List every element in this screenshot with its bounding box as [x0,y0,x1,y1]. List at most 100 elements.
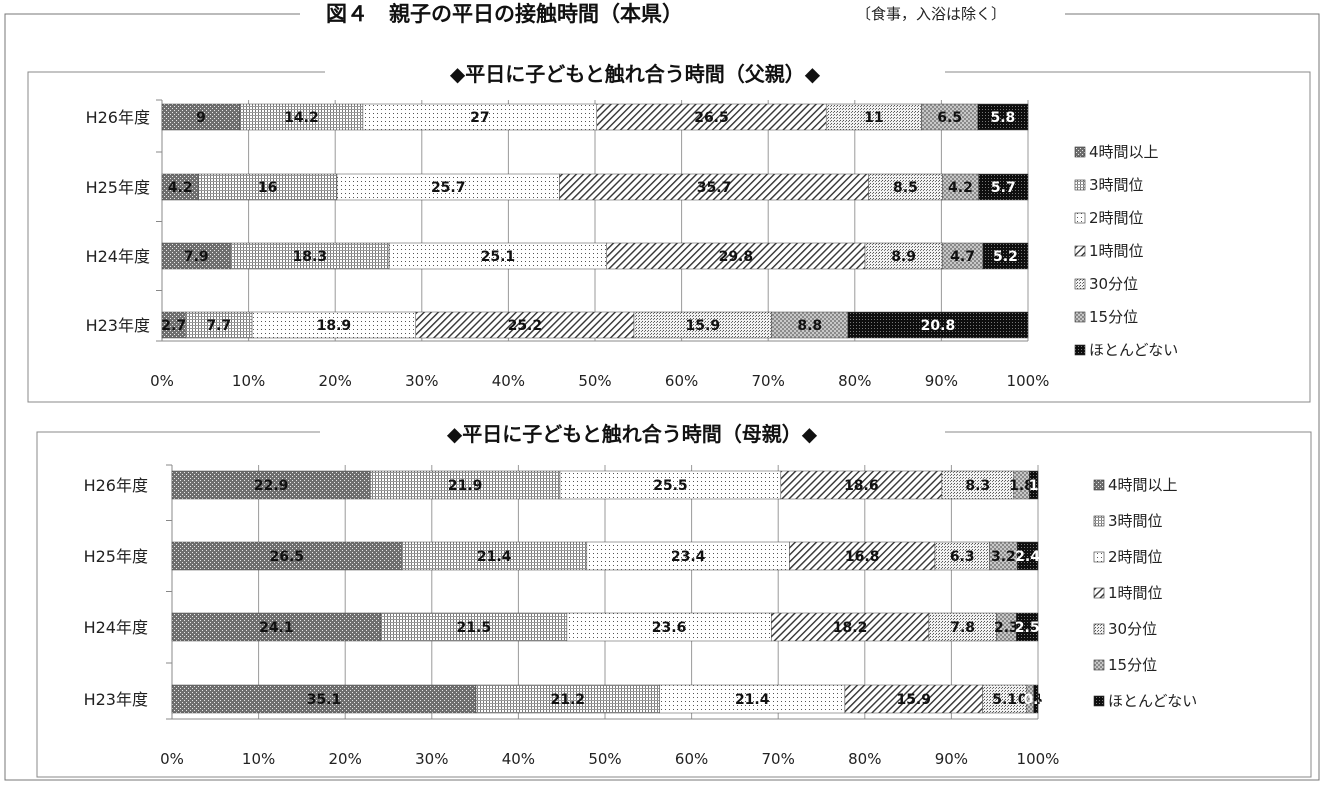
mother-legend-swatch [1093,479,1105,491]
father-bar-segment [336,173,560,201]
father-data-label: 7.7 [206,318,231,334]
father-data-label: 18.9 [317,318,352,334]
mother-x-tick-label: 100% [1017,750,1060,768]
mother-legend-swatch [1093,659,1105,671]
mother-data-label: 26.5 [269,549,304,565]
mother-data-label: 3.2 [991,549,1016,565]
mother-bar-segment [566,612,772,642]
mother-bar-segment [1033,684,1039,714]
mother-category-label: H24年度 [84,618,148,637]
father-bar-segment [825,103,922,131]
mother-legend-swatch [1093,695,1105,707]
father-chart: ◆平日に子どもと触れ合う時間（父親）◆ 0% 10% 20% 30% 40% 50% 60%… [27,58,1311,403]
mother-bar-segment [844,684,983,714]
father-category-label: H25年度 [86,178,150,197]
father-bar-segment [868,173,943,201]
father-data-label: 18.3 [293,249,328,265]
father-data-label: 4.7 [950,249,975,265]
mother-bar-segment [659,684,846,714]
mother-bar-segment [982,684,1027,714]
mother-data-label: 2.3 [994,620,1019,636]
mother-x-tick-label: 70% [762,750,795,768]
father-bar-segment [633,311,772,339]
mother-x-tick-label: 50% [588,750,621,768]
father-bar-segment [388,242,607,270]
mother-data-label: 18.2 [833,620,868,636]
mother-legend-swatch [1093,515,1105,527]
father-bar-segment [251,311,416,339]
father-category-label: H26年度 [86,108,150,127]
mother-bar-segment [1016,541,1039,571]
father-x-tick-label: 30% [405,372,438,390]
father-data-label: 6.5 [937,110,962,126]
mother-bar-segment [370,470,561,500]
father-x-tick-label: 70% [752,372,785,390]
mother-data-label: 35.1 [307,692,342,708]
mother-data-label: 1 [1029,478,1039,494]
mother-title-backdrop [320,418,945,448]
father-bar-segment [921,103,979,131]
father-data-label: 27 [470,110,489,126]
mother-x-tick-label: 10% [242,750,275,768]
father-title-backdrop [325,58,945,88]
father-legend-swatch [1074,179,1086,191]
mother-x-tick-label: 30% [415,750,448,768]
father-x-tick-label: 40% [492,372,525,390]
mother-data-label: 21.2 [550,692,585,708]
father-bar-segment [185,311,253,339]
mother-data-label: 21.4 [735,692,770,708]
mother-bar-segment [586,541,790,571]
father-data-label: 20.8 [921,318,956,334]
mother-data-label: 23.4 [671,549,706,565]
father-bar-segment [415,311,635,339]
father-data-label: 8.8 [797,318,822,334]
mother-data-label: 22.9 [254,478,289,494]
mother-bar-segment [559,470,782,500]
father-data-label: 5.2 [993,249,1018,265]
father-legend-label: 2時間位 [1089,209,1144,227]
father-x-tick-label: 0% [150,372,174,390]
mother-x-tick-label: 80% [848,750,881,768]
mother-category-label: H25年度 [84,547,148,566]
mother-data-label: 23.6 [652,620,687,636]
father-legend-swatch [1074,146,1086,158]
father-bar-segment [596,103,827,131]
mother-category-label: H26年度 [84,476,148,495]
mother-bar-segment [171,541,402,571]
father-bar-segment [982,242,1029,270]
father-data-label: 7.9 [184,249,209,265]
father-data-label: 5.8 [990,110,1015,126]
father-bar-segment [978,173,1029,201]
mother-bar-segment [171,470,371,500]
father-legend-label: ほとんどない [1089,341,1178,359]
mother-bar-segment [171,684,477,714]
mother-legend-swatch [1093,623,1105,635]
mother-data-label: 8.3 [965,478,990,494]
mother-data-label: 2.5 [1015,620,1040,636]
father-data-label: 25.7 [431,180,466,196]
father-bar-segment [864,242,943,270]
mother-chart: ◆平日に子どもと触れ合う時間（母親）◆ 0% 10% 20% 30% 40% 50% 60%… [36,418,1312,778]
father-data-label: 4.2 [948,180,973,196]
mother-bar-segment [380,612,568,642]
father-bar-segment [606,242,866,270]
father-legend-label: 30分位 [1089,275,1138,293]
father-plot: 0% 10% 20% 30% 40% 50% 60% 70% 80% 90% 100% H26年度 H2… [86,99,1178,390]
figure-note: 〔食事，入浴は除く〕 [856,5,1006,23]
father-bar-segment [941,242,984,270]
father-x-tick-label: 90% [925,372,958,390]
father-x-tick-label: 80% [838,372,871,390]
father-category-label: H23年度 [86,316,150,335]
mother-data-label: 7.8 [950,620,975,636]
mother-bar-segment [1029,470,1039,500]
mother-data-label: 2.4 [1015,549,1040,565]
mother-bar-segment [171,612,381,642]
father-legend-swatch [1074,245,1086,257]
father-bar-segment [161,173,199,201]
mother-data-label: 18.6 [844,478,879,494]
mother-legend-label: ほとんどない [1108,692,1197,710]
mother-x-tick-label: 20% [329,750,362,768]
mother-data-label: 16.8 [845,549,880,565]
mother-x-tick-label: 90% [935,750,968,768]
